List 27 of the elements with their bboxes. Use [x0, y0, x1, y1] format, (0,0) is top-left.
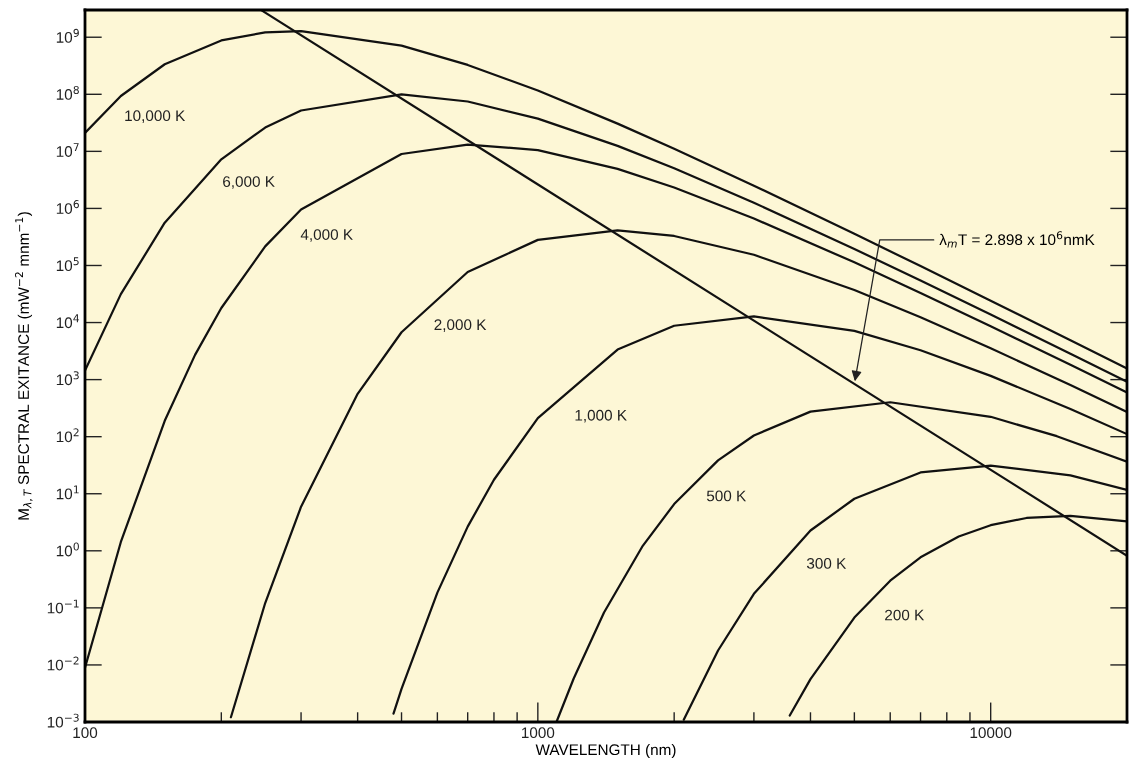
x-tick-label: 100 — [73, 727, 98, 739]
y-tick-label: 10$^{−1}$ — [47, 599, 79, 614]
series-label: 200 K — [885, 609, 925, 621]
y-tick-label: 10$^{4}$ — [56, 314, 80, 329]
y-tick-label: 10$^{0}$ — [56, 542, 79, 557]
y-tick-label: 10$^{−3}$ — [47, 713, 79, 728]
series-label: 6,000 K — [223, 176, 275, 189]
series-label: 300 K — [806, 558, 847, 569]
y-tick-label: 10$^{1}$ — [56, 485, 79, 500]
series-label: 2,000 K — [434, 319, 487, 332]
y-tick-label: 10$^{5}$ — [56, 257, 79, 272]
x-axis-title: WAVELENGTH (nm) — [535, 743, 676, 759]
y-tick-label: 10$^{7}$ — [56, 143, 79, 157]
y-tick-label: 10$^{3}$ — [56, 371, 79, 386]
y-axis-title: M$_{λ,T}$ SPECTRAL EXITANCE (mW$^{−2}$ mnm$^{−1}$) — [15, 212, 33, 520]
y-tick-label: 10$^{9}$ — [56, 28, 79, 43]
y-tick-label: 10$^{8}$ — [56, 85, 79, 100]
y-tick-label: 10$^{2}$ — [56, 428, 79, 443]
series-label: 1,000 K — [575, 409, 627, 423]
series-label: 10,000 K — [125, 110, 186, 123]
y-tick-label: 10$^{−2}$ — [47, 656, 79, 671]
series-label: 4,000 K — [300, 229, 353, 242]
y-tick-label: 10$^{6}$ — [56, 200, 79, 214]
series-label: 500 K — [706, 490, 747, 502]
annotation: λ$_{m}$T = 2.898 x 10$^{6}$nmK — [939, 231, 1095, 248]
x-tick-label: 1000 — [522, 727, 555, 739]
x-tick-label: 10000 — [970, 727, 1012, 739]
